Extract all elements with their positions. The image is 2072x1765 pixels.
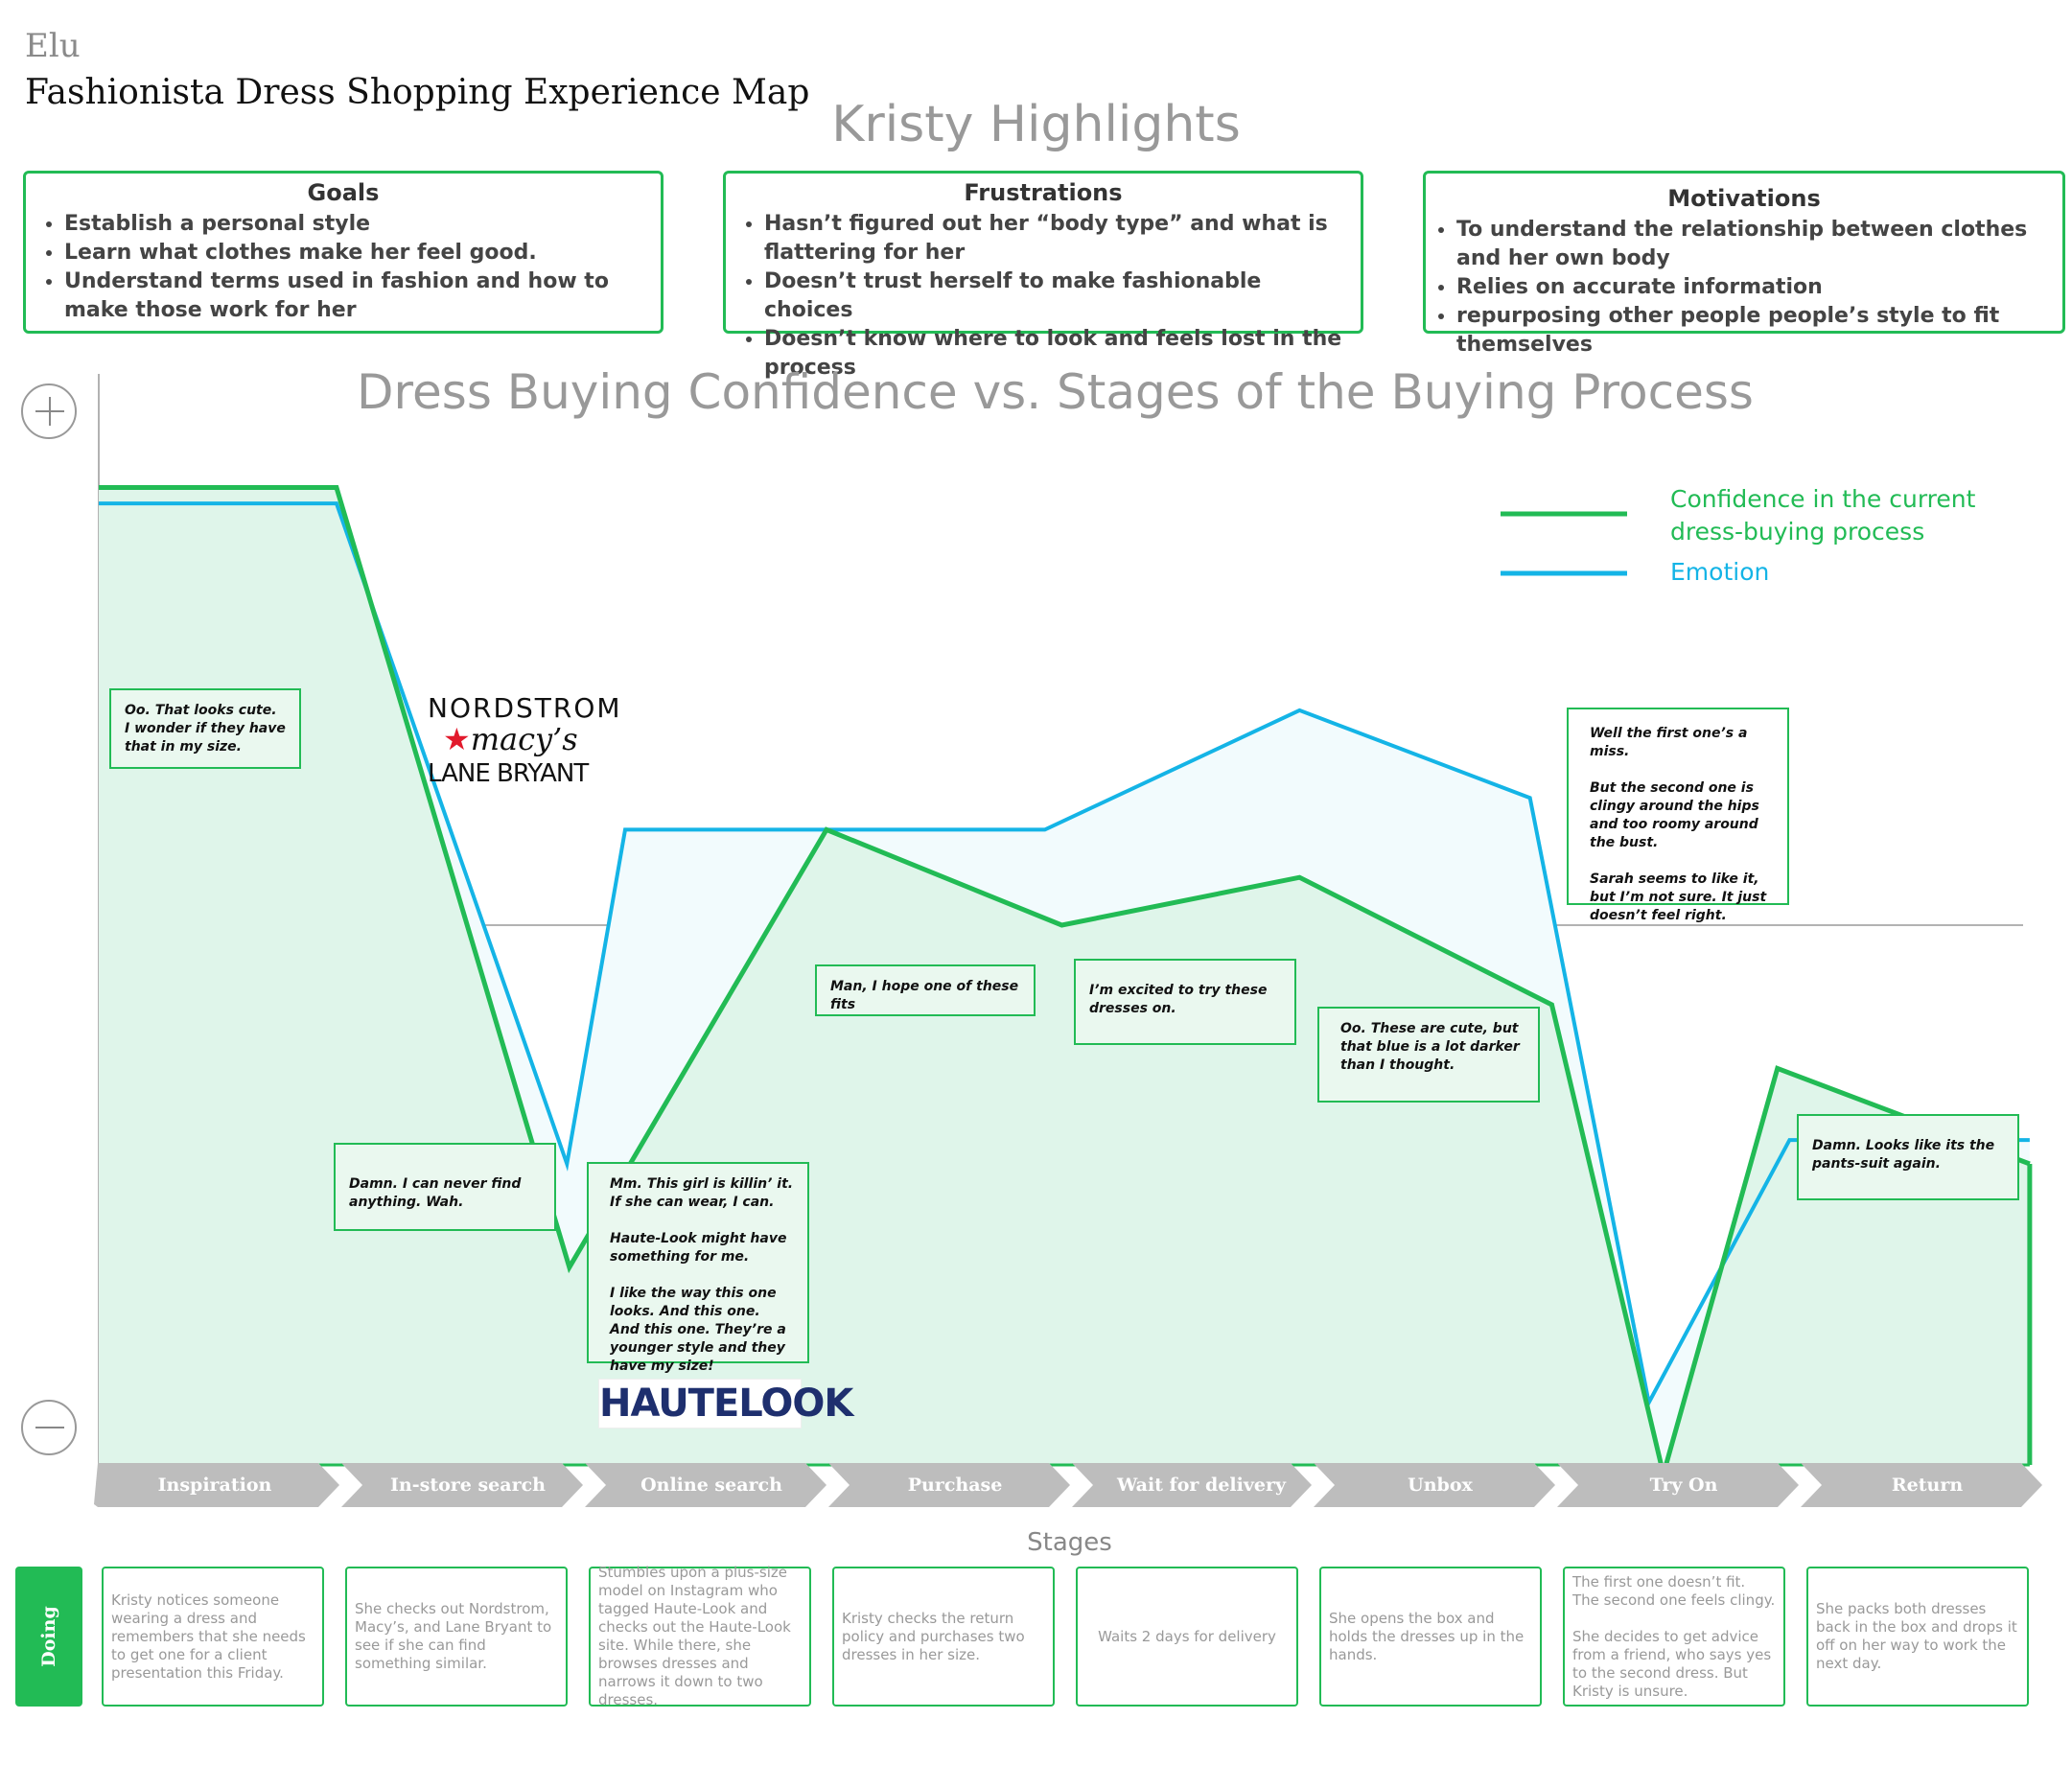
page-title: Fashionista Dress Shopping Experience Ma… [25, 73, 810, 112]
chart-title: Dress Buying Confidence vs. Stages of th… [357, 364, 1754, 420]
goal-item: Understand terms used in fashion and how… [64, 267, 647, 325]
star-icon: ★ [443, 721, 471, 757]
quote-unbox: Oo. These are cute, but that blue is a l… [1317, 1007, 1540, 1103]
stages-arrows [94, 1463, 2042, 1507]
stage-return: Return [1891, 1475, 1964, 1496]
doing-return: She packs both dresses back in the box a… [1806, 1567, 2029, 1707]
doing-wait-for-delivery: Waits 2 days for delivery [1076, 1567, 1298, 1707]
motivation-item: repurposing other people people’s style … [1456, 302, 2049, 360]
doing-in-store-search: She checks out Nordstrom, Macy’s, and La… [345, 1567, 568, 1707]
stage-arrow [1072, 1463, 1312, 1507]
legend-emotion-label: Emotion [1670, 558, 1770, 586]
brand-logo: Elu [25, 27, 81, 65]
stage-purchase: Purchase [907, 1475, 1003, 1496]
confidence-line [99, 485, 2031, 1484]
stage-arrow [341, 1463, 583, 1507]
stage-arrow [94, 1463, 339, 1507]
quote-online-search: Mm. This girl is killin’ it. If she can … [587, 1162, 809, 1374]
frustrations-box: Frustrations Hasn’t figured out her “bod… [723, 171, 1363, 380]
quote-return: Damn. Looks like its the pants-suit agai… [1797, 1114, 2019, 1200]
goals-title: Goals [307, 179, 380, 206]
motivations-box: Motivations To understand the relationsh… [1423, 171, 2065, 357]
hautelook-logo: HAUTELOOK [598, 1379, 853, 1428]
plus-icon [21, 383, 77, 439]
frustration-item: Hasn’t figured out her “body type” and w… [764, 210, 1347, 267]
quote-inspiration: Oo. That looks cute. I wonder if they ha… [109, 688, 301, 769]
quote-in-store-search: Damn. I can never find anything. Wah. [334, 1143, 556, 1231]
doing-inspiration: Kristy notices someone wearing a dress a… [102, 1567, 324, 1707]
stage-inspiration: Inspiration [157, 1475, 272, 1496]
quote-purchase: Man, I hope one of these fits [815, 964, 1036, 1016]
stage-arrow [828, 1463, 1070, 1507]
stage-try-on: Try On [1649, 1475, 1718, 1496]
motivations-title: Motivations [1667, 185, 1821, 212]
frustrations-title: Frustrations [964, 179, 1123, 206]
motivation-item: Relies on accurate information [1456, 273, 2049, 302]
quote-wait-for-delivery: I’m excited to try these dresses on. [1074, 959, 1296, 1045]
goals-list: Establish a personal style Learn what cl… [39, 210, 647, 325]
doing-row-label: Doing [15, 1567, 82, 1707]
goals-box: Goals Establish a personal style Learn w… [23, 171, 664, 334]
quote-try-on: Well the first one’s a miss. But the sec… [1567, 708, 1789, 923]
confidence-area [99, 487, 2030, 1475]
doing-purchase: Kristy checks the return policy and purc… [832, 1567, 1055, 1707]
lane-bryant-logo: LANE BRYANT [428, 759, 589, 788]
frustrations-list: Hasn’t figured out her “body type” and w… [739, 210, 1347, 383]
stage-online-search: Online search [640, 1475, 782, 1496]
x-axis-label: Stages [1027, 1528, 1112, 1557]
motivations-list: To understand the relationship between c… [1439, 216, 2049, 360]
macys-logo: ★macy’s [443, 721, 578, 757]
nordstrom-logo: NORDSTROM [428, 692, 622, 724]
stage-unbox: Unbox [1408, 1475, 1473, 1496]
stage-wait-for-delivery: Wait for delivery [1116, 1475, 1287, 1496]
frustration-item: Doesn’t know where to look and feels los… [764, 325, 1347, 383]
frustration-item: Doesn’t trust herself to make fashionabl… [764, 267, 1347, 325]
stage-arrow [1314, 1463, 1555, 1507]
doing-try-on: The first one doesn’t fit. The second on… [1563, 1567, 1785, 1707]
stage-arrow [1557, 1463, 1799, 1507]
stage-arrow [585, 1463, 826, 1507]
doing-unbox: She opens the box and holds the dresses … [1319, 1567, 1542, 1707]
goal-item: Establish a personal style [64, 210, 647, 239]
goal-item: Learn what clothes make her feel good. [64, 239, 647, 267]
minus-icon [21, 1400, 77, 1455]
stage-arrow [1801, 1463, 2042, 1507]
stage-in-store-search: In-store search [390, 1475, 546, 1496]
motivation-item: To understand the relationship between c… [1456, 216, 2049, 273]
doing-online-search: Stumbles upon a plus-size model on Insta… [589, 1564, 811, 1708]
persona-title: Kristy Highlights [831, 96, 1241, 153]
legend-confidence-label: Confidence in the current dress-buying p… [1670, 485, 1976, 546]
